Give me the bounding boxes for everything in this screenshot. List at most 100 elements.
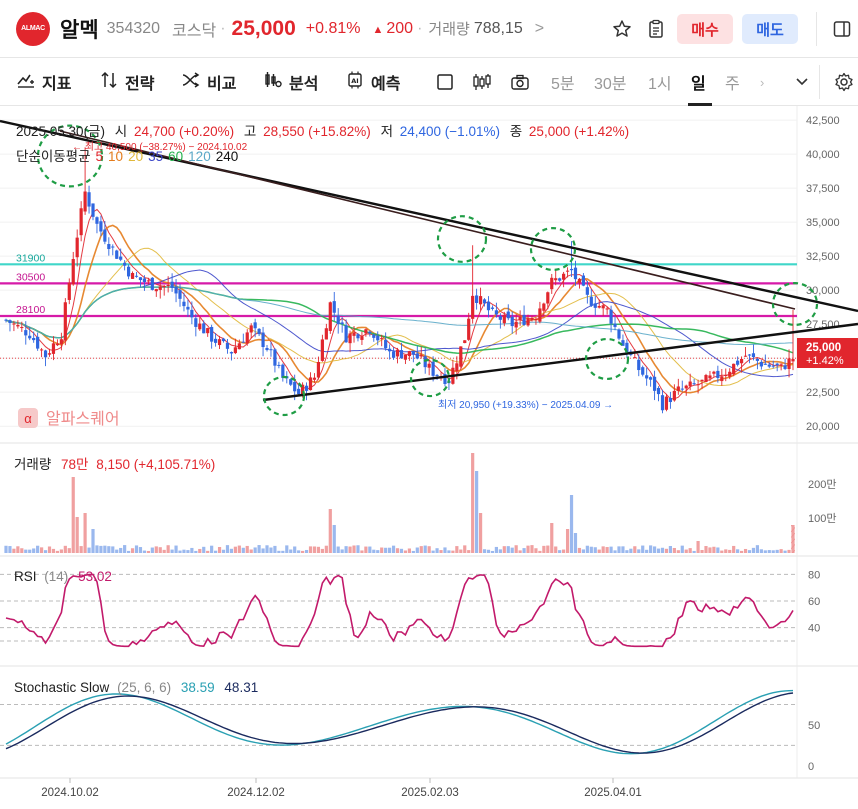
volume-bar <box>225 545 230 553</box>
volume-bar <box>700 549 704 553</box>
period-1hour[interactable]: 1시 <box>648 76 672 93</box>
sidebar-toggle-icon[interactable] <box>829 16 855 42</box>
candle-body <box>344 325 348 343</box>
volume-bar <box>202 546 206 553</box>
more-chevron-icon[interactable]: > <box>534 19 545 37</box>
volume-bar <box>656 548 661 553</box>
memo-icon[interactable] <box>643 16 669 42</box>
volume-bar <box>621 546 625 553</box>
candle-body <box>739 359 744 364</box>
candle-body <box>312 377 317 380</box>
candle-body <box>478 296 483 305</box>
volume-bar <box>526 545 530 553</box>
candle-body <box>656 387 661 395</box>
candle-body <box>336 316 340 325</box>
volume-bar <box>739 550 744 553</box>
candle-body <box>641 367 645 375</box>
predict-button[interactable]: AI 예측 <box>346 58 400 106</box>
volume-bar <box>502 546 506 553</box>
volume-bar <box>530 545 534 553</box>
volume-bar <box>364 546 368 553</box>
camera-icon[interactable] <box>510 58 530 106</box>
volume-bar <box>301 550 305 553</box>
candle-body <box>431 361 435 376</box>
candle-body <box>376 335 380 341</box>
candle-body <box>538 308 542 322</box>
volume-bar <box>249 549 253 553</box>
candle-body <box>791 359 795 362</box>
volume-bar <box>115 549 119 553</box>
change-amount: ▲ 200 <box>372 20 413 38</box>
volume-axis-label: 100만 <box>808 512 836 525</box>
volume-bar <box>138 547 143 553</box>
volume-bar <box>419 546 423 553</box>
candle-body <box>8 320 12 324</box>
volume-bar <box>107 546 111 553</box>
highlight-circle <box>529 226 577 271</box>
price-axis-label: 20,000 <box>806 421 840 433</box>
volume-bar <box>51 548 56 553</box>
candle-body <box>71 259 75 285</box>
volume-bar <box>285 545 289 553</box>
volume-bar <box>435 548 439 553</box>
volume-bar <box>633 546 637 553</box>
ma-line-120 <box>5 286 793 346</box>
volume-bar <box>672 547 676 553</box>
volume-bar <box>39 547 44 553</box>
period-5min[interactable]: 5분 <box>551 76 575 93</box>
volume-bar <box>79 546 83 553</box>
current-price-tag: 25,000 +1.42% <box>797 338 858 368</box>
period-week[interactable]: 주 <box>725 76 740 93</box>
period-30min[interactable]: 30분 <box>594 76 627 93</box>
candle-body <box>613 323 617 327</box>
compare-button[interactable]: 비교 <box>182 58 236 106</box>
strategy-button[interactable]: 전략 <box>100 58 154 106</box>
chevron-down-icon[interactable] <box>795 58 809 106</box>
volume-bar <box>59 549 63 553</box>
buy-button[interactable]: 매수 <box>677 14 733 44</box>
alpha-glyph: α <box>24 411 32 426</box>
ai-chip-icon: AI <box>346 71 364 94</box>
compare-label: 비교 <box>207 76 237 93</box>
volume-bar <box>411 550 415 553</box>
candle-body <box>59 339 63 345</box>
candle-body <box>546 292 550 304</box>
stoch-axis-label: 50 <box>808 720 820 732</box>
settings-gear-icon[interactable] <box>834 58 854 106</box>
sell-button[interactable]: 매도 <box>742 14 798 44</box>
candle-body <box>708 375 712 379</box>
candle-body <box>304 385 309 391</box>
volume-bar <box>688 548 692 553</box>
candle-body <box>297 388 301 395</box>
star-icon[interactable] <box>609 16 635 42</box>
volume-bar <box>146 550 150 553</box>
volume-bar-current <box>791 525 795 553</box>
volume-bar <box>664 548 669 553</box>
volume-bar <box>304 549 309 553</box>
candle-type-icon[interactable] <box>472 58 492 106</box>
candle-body <box>95 217 99 224</box>
candle-body <box>206 328 210 334</box>
volume-bar <box>510 547 514 553</box>
candle-body <box>380 338 384 340</box>
candle-body <box>340 322 344 324</box>
period-day[interactable]: 일 <box>691 76 706 93</box>
analysis-button[interactable]: 분석 <box>264 58 318 106</box>
volume-bar <box>467 550 471 553</box>
toolbar-divider <box>819 65 820 99</box>
volume-bar <box>459 549 463 553</box>
scroll-right-icon[interactable]: › <box>760 74 765 90</box>
volume-bar <box>415 547 419 553</box>
stock-chart[interactable]: 42,50040,00037,50035,00032,50030,00027,5… <box>0 106 858 809</box>
volume-bar <box>704 546 708 553</box>
volume-bar <box>47 546 52 553</box>
volume-bar <box>297 550 301 553</box>
drawing-box-icon[interactable] <box>436 58 454 106</box>
volume-bar <box>708 547 712 553</box>
volume-bar <box>684 549 688 553</box>
candle-body <box>593 303 597 308</box>
volume-bar <box>680 545 684 553</box>
indicator-button[interactable]: 지표 <box>17 58 71 106</box>
candle-body <box>680 388 684 390</box>
candle-body <box>660 395 665 411</box>
